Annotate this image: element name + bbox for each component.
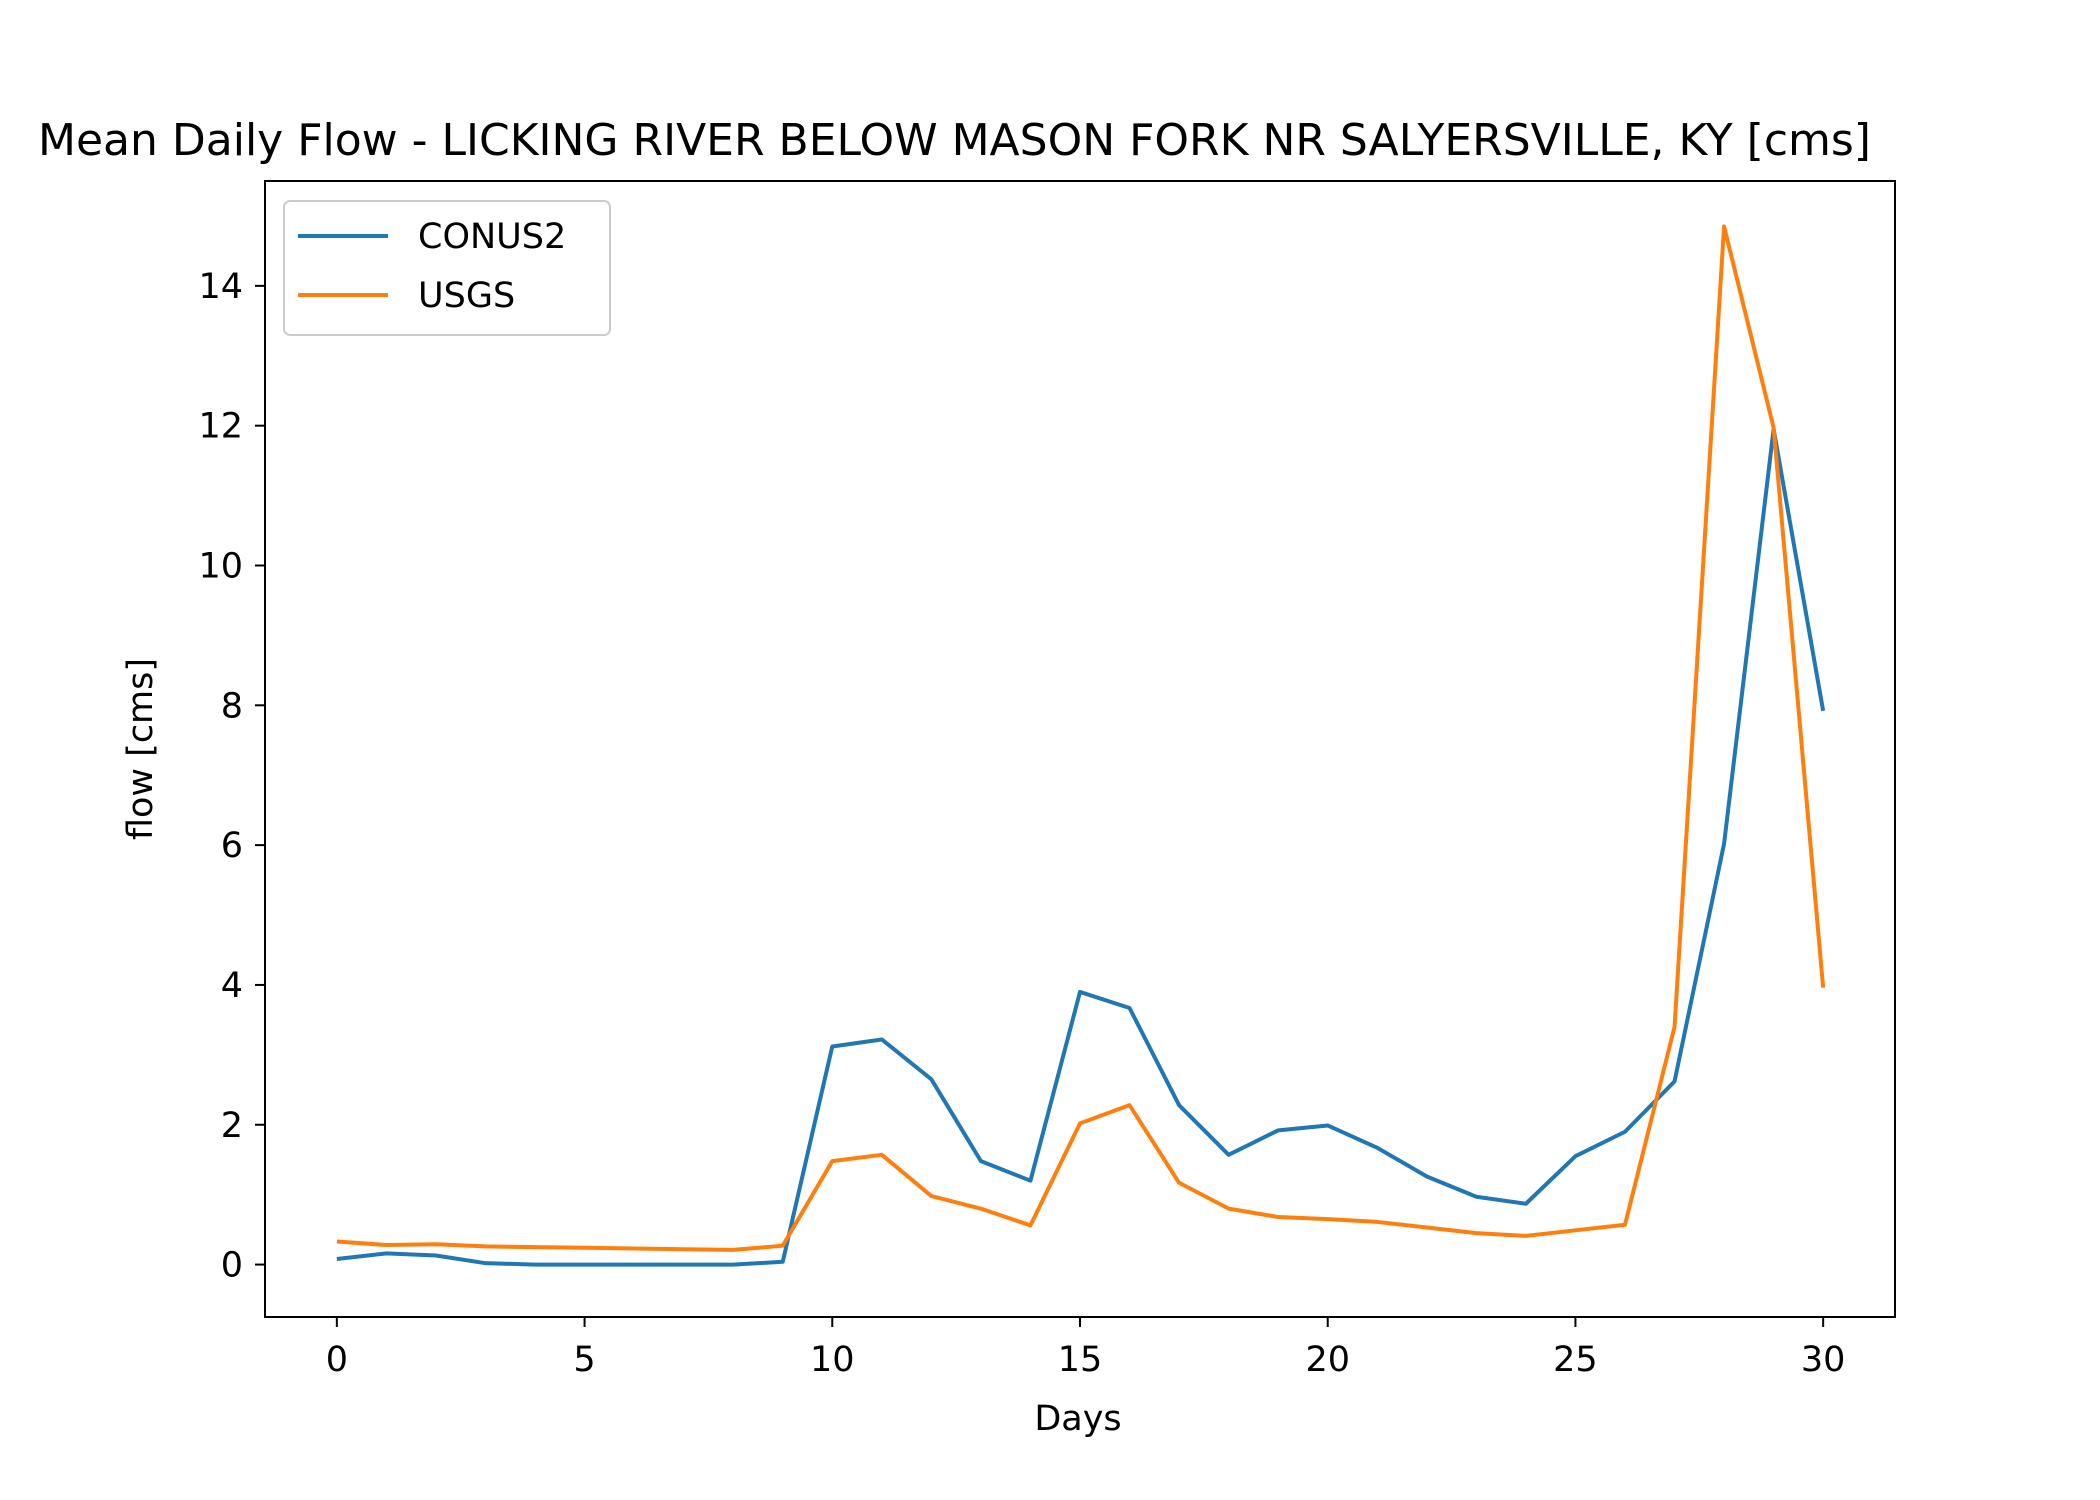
legend: CONUS2 USGS [283,200,611,336]
x-tick-label: 0 [326,1340,348,1380]
x-tick-label: 15 [1058,1340,1103,1380]
x-tick-label: 30 [1801,1340,1846,1380]
chart-title: Mean Daily Flow - LICKING RIVER BELOW MA… [38,115,1871,166]
x-tick-label: 10 [810,1340,855,1380]
x-axis-label: Days [1034,1399,1121,1439]
legend-label-usgs: USGS [418,276,515,316]
y-tick-label: 14 [198,267,243,307]
x-tick-label: 5 [573,1340,595,1380]
y-tick-label: 4 [221,966,243,1006]
y-axis-label: flow [cms] [121,658,161,840]
x-axis-ticks: 0 5 10 15 20 25 30 [326,1317,1846,1380]
series-line-usgs [336,224,1826,1252]
legend-label-conus2: CONUS2 [418,217,566,257]
y-tick-label: 12 [198,407,243,447]
y-axis-ticks: 0 2 4 6 8 10 12 14 [198,267,265,1286]
x-tick-label: 25 [1553,1340,1598,1380]
y-tick-label: 6 [221,826,243,866]
series-lines [336,224,1826,1267]
y-tick-label: 8 [221,686,243,726]
y-tick-label: 0 [221,1246,243,1286]
axes-frame [264,180,1896,1318]
y-tick-label: 2 [221,1106,243,1146]
series-line-conus2 [336,427,1826,1267]
x-tick-label: 20 [1305,1340,1350,1380]
y-tick-label: 10 [198,546,243,586]
